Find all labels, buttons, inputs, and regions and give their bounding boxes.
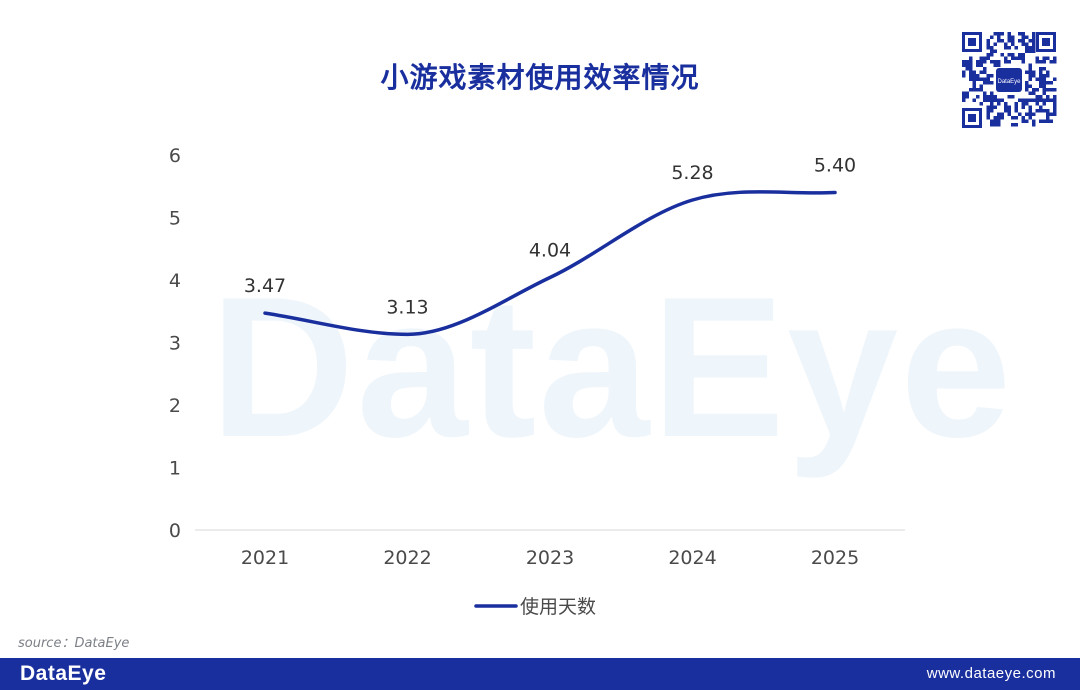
y-tick-label: 5	[169, 208, 181, 230]
qr-code: DataEye	[960, 30, 1058, 130]
x-tick-label: 2021	[241, 547, 289, 569]
data-labels: 3.47 3.13 4.04 5.28 5.40	[244, 155, 856, 319]
watermark-text: DataEye	[210, 256, 1014, 479]
x-tick-label: 2022	[383, 547, 431, 569]
y-tick-label: 4	[169, 270, 181, 292]
footer-bar: DataEye www.dataeye.com	[0, 658, 1080, 690]
legend: 使用天数	[474, 596, 596, 618]
data-label: 5.28	[671, 162, 713, 184]
y-tick-label: 2	[169, 395, 181, 417]
x-tick-label: 2025	[811, 547, 859, 569]
series-line-usage-days	[263, 190, 837, 337]
x-tick-label: 2024	[668, 547, 716, 569]
data-label: 4.04	[529, 240, 571, 262]
x-axis-ticks: 2021 2022 2023 2024 2025	[241, 547, 859, 569]
data-label: 5.40	[814, 155, 856, 177]
y-tick-label: 6	[169, 145, 181, 167]
qr-logo: DataEye	[997, 79, 1021, 85]
footer-brand-logo: DataEye	[20, 662, 107, 685]
y-tick-label: 1	[169, 458, 181, 480]
y-tick-label: 0	[169, 520, 181, 542]
legend-label: 使用天数	[520, 596, 596, 618]
data-label: 3.47	[244, 275, 286, 297]
chart-title: 小游戏素材使用效率情况	[380, 61, 700, 94]
footer-website-link[interactable]: www.dataeye.com	[926, 665, 1056, 682]
data-label: 3.13	[386, 296, 428, 318]
y-tick-label: 3	[169, 333, 181, 355]
y-axis-ticks: 0 1 2 3 4 5 6	[169, 145, 181, 542]
source-note: source：DataEye	[18, 636, 130, 651]
x-tick-label: 2023	[526, 547, 574, 569]
